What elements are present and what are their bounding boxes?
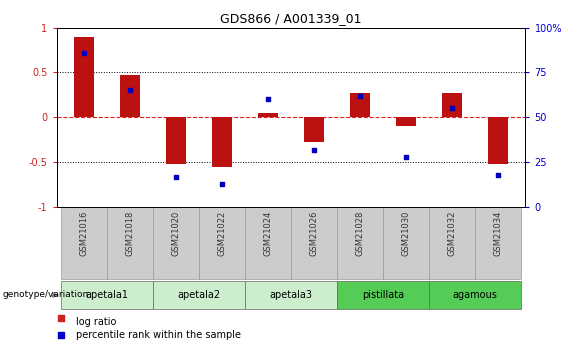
Text: genotype/variation: genotype/variation (3, 290, 89, 299)
Bar (212, 117, 232, 167)
Bar (337, 207, 383, 279)
Point (447, 106, 457, 111)
Text: GSM21032: GSM21032 (447, 210, 457, 256)
Bar (61, 281, 153, 309)
Point (57, 333, 66, 338)
Bar (303, 117, 324, 141)
Text: GSM21024: GSM21024 (263, 210, 272, 256)
Bar (429, 281, 521, 309)
Text: percentile rank within the sample: percentile rank within the sample (76, 330, 241, 339)
Point (125, 88, 134, 93)
Title: GDS866 / A001339_01: GDS866 / A001339_01 (220, 12, 362, 25)
Point (355, 93, 364, 99)
Bar (61, 207, 107, 279)
Text: pistillata: pistillata (362, 290, 404, 300)
Text: apetala3: apetala3 (270, 290, 312, 300)
Text: GSM21022: GSM21022 (218, 210, 227, 256)
Bar (337, 281, 429, 309)
Text: GSM21030: GSM21030 (401, 210, 410, 256)
Bar (441, 93, 462, 117)
Text: agamous: agamous (453, 290, 497, 300)
Text: GSM21034: GSM21034 (493, 210, 502, 256)
Text: apetala1: apetala1 (85, 290, 129, 300)
Text: GSM21016: GSM21016 (80, 210, 89, 256)
Text: GSM21020: GSM21020 (172, 210, 181, 256)
Point (172, 174, 181, 179)
Bar (475, 207, 521, 279)
Text: apetala2: apetala2 (177, 290, 220, 300)
Text: log ratio: log ratio (76, 317, 116, 327)
Bar (350, 93, 370, 117)
Text: GSM21028: GSM21028 (355, 210, 364, 256)
Bar (291, 207, 337, 279)
Bar (245, 207, 291, 279)
Bar (383, 207, 429, 279)
Point (80, 50, 89, 56)
Bar (258, 113, 279, 117)
Bar (153, 281, 245, 309)
Bar (120, 75, 141, 117)
Point (310, 147, 319, 152)
Bar (488, 117, 508, 164)
Bar (199, 207, 245, 279)
Bar (74, 37, 94, 117)
Text: GSM21026: GSM21026 (310, 210, 319, 256)
Point (263, 97, 272, 102)
Bar (396, 117, 416, 126)
Bar (166, 117, 186, 164)
Bar (429, 207, 475, 279)
Text: GSM21018: GSM21018 (125, 210, 134, 256)
Point (57, 315, 66, 321)
Point (401, 154, 410, 159)
Point (493, 172, 502, 177)
Point (218, 181, 227, 186)
Bar (245, 281, 337, 309)
Bar (153, 207, 199, 279)
Bar (107, 207, 153, 279)
